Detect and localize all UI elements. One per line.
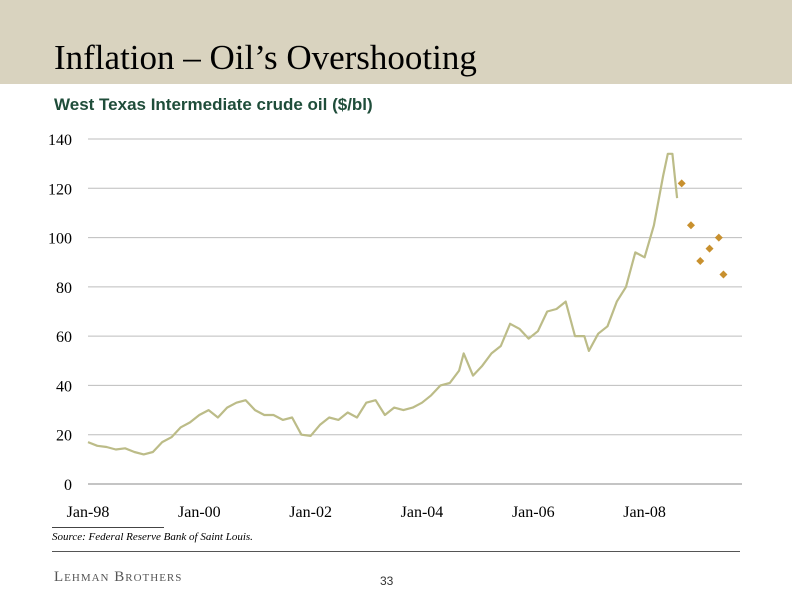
forecast-point	[677, 179, 686, 188]
y-tick-label: 20	[56, 428, 72, 445]
y-tick-label: 140	[48, 132, 72, 149]
x-tick-label: Jan-00	[178, 504, 221, 521]
y-tick-label: 80	[56, 280, 72, 297]
x-tick-label: Jan-04	[401, 504, 444, 521]
y-tick-label: 100	[48, 231, 72, 248]
forecast-point	[696, 256, 705, 265]
footer-divider	[52, 551, 740, 552]
y-tick-label: 120	[48, 181, 72, 198]
chart-title: West Texas Intermediate crude oil ($/bl)	[54, 95, 373, 114]
page-number: 33	[380, 574, 394, 588]
y-tick-label: 60	[56, 329, 72, 346]
wti-price-line	[87, 152, 679, 456]
source-divider	[52, 527, 164, 528]
forecast-point	[705, 244, 714, 253]
y-tick-label: 40	[56, 378, 72, 395]
forecast-point	[719, 270, 728, 279]
company-logo: Lehman Brothers	[54, 569, 183, 585]
title-band	[0, 0, 792, 84]
forecast-point	[714, 233, 723, 242]
slide-title: Inflation – Oil’s Overshooting	[54, 38, 477, 77]
y-tick-label: 0	[64, 477, 72, 494]
forecast-point	[686, 221, 695, 230]
x-tick-label: Jan-02	[289, 504, 332, 521]
source-note: Source: Federal Reserve Bank of Saint Lo…	[52, 531, 253, 543]
x-tick-label: Jan-06	[512, 504, 555, 521]
x-tick-label: Jan-08	[623, 504, 666, 521]
x-tick-label: Jan-98	[67, 504, 110, 521]
